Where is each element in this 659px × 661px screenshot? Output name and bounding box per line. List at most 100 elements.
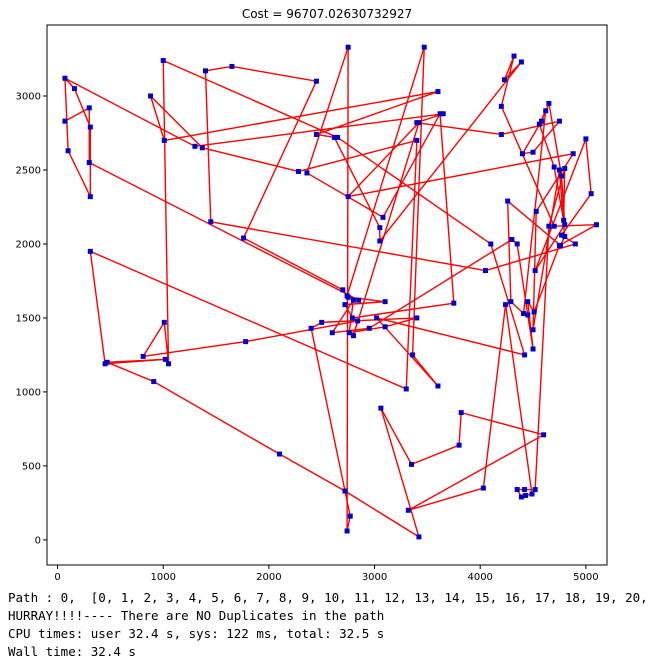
city-marker bbox=[440, 111, 446, 117]
path-output-line: Path : 0, [0, 1, 2, 3, 4, 5, 6, 7, 8, 9,… bbox=[8, 590, 648, 605]
route-segment bbox=[337, 136, 492, 245]
city-marker bbox=[536, 121, 542, 127]
city-marker bbox=[505, 198, 511, 204]
city-marker bbox=[350, 333, 356, 339]
route-segment bbox=[548, 103, 563, 177]
y-tick-label: 1000 bbox=[16, 387, 41, 398]
route-segment bbox=[352, 302, 454, 319]
city-marker bbox=[451, 300, 457, 306]
route-segment bbox=[408, 434, 544, 511]
route-segment bbox=[106, 361, 154, 383]
route-segment bbox=[376, 317, 525, 356]
x-tick-label: 3000 bbox=[362, 572, 387, 583]
city-marker bbox=[151, 379, 157, 385]
route-segment bbox=[458, 412, 462, 446]
city-marker bbox=[241, 235, 247, 241]
city-marker bbox=[148, 93, 154, 99]
city-marker bbox=[304, 170, 310, 176]
city-marker bbox=[162, 356, 168, 362]
route-segment bbox=[562, 168, 566, 221]
city-marker bbox=[416, 120, 422, 126]
city-marker bbox=[488, 241, 494, 247]
city-marker bbox=[161, 137, 167, 143]
city-marker bbox=[518, 494, 524, 500]
route-segment bbox=[384, 317, 418, 328]
city-marker bbox=[522, 487, 528, 493]
route-segment bbox=[490, 243, 526, 356]
city-marker bbox=[519, 151, 525, 157]
city-marker bbox=[538, 118, 544, 124]
city-marker bbox=[382, 324, 388, 330]
y-tick-label: 3000 bbox=[16, 92, 41, 103]
city-marker bbox=[525, 312, 531, 318]
city-marker bbox=[570, 151, 576, 157]
city-marker bbox=[523, 492, 529, 498]
city-marker bbox=[525, 299, 531, 305]
route-segment bbox=[380, 407, 413, 465]
city-marker bbox=[356, 297, 362, 303]
wall-time-line: Wall time: 32.4 s bbox=[8, 644, 136, 659]
city-marker bbox=[192, 143, 198, 149]
city-marker bbox=[86, 105, 92, 111]
city-marker bbox=[349, 315, 355, 321]
city-marker bbox=[366, 325, 372, 331]
city-marker bbox=[556, 167, 562, 173]
route-segment bbox=[243, 237, 344, 291]
route-segment bbox=[89, 251, 106, 364]
city-marker bbox=[276, 451, 282, 457]
city-marker bbox=[295, 168, 301, 174]
route-segment bbox=[310, 328, 351, 517]
x-tick-label: 2000 bbox=[256, 572, 281, 583]
route-segment bbox=[412, 354, 439, 387]
duplicates-message: HURRAY!!!!---- There are NO Duplicates i… bbox=[8, 608, 385, 623]
city-marker bbox=[345, 44, 351, 50]
city-marker bbox=[572, 241, 578, 247]
route-segment bbox=[64, 77, 196, 147]
city-marker bbox=[87, 124, 93, 130]
route-segment bbox=[346, 46, 425, 296]
city-marker bbox=[458, 410, 464, 416]
city-marker bbox=[531, 309, 537, 315]
x-tick-label: 0 bbox=[54, 572, 60, 583]
route-segment bbox=[532, 120, 560, 153]
route-segment bbox=[107, 358, 166, 364]
route-segment bbox=[88, 161, 360, 301]
city-marker bbox=[409, 461, 415, 467]
route-segment bbox=[368, 238, 513, 329]
city-markers bbox=[62, 44, 599, 540]
y-tick-label: 2500 bbox=[16, 165, 41, 176]
city-marker bbox=[561, 217, 567, 223]
city-marker bbox=[87, 194, 93, 200]
route-segment bbox=[162, 59, 338, 139]
city-marker bbox=[558, 242, 564, 248]
route-segment bbox=[153, 380, 280, 455]
city-marker bbox=[498, 131, 504, 137]
city-marker bbox=[377, 238, 383, 244]
city-marker bbox=[530, 327, 536, 333]
route-segment bbox=[534, 224, 566, 271]
city-marker bbox=[355, 318, 361, 324]
route-segment bbox=[331, 299, 355, 334]
route-segment bbox=[164, 90, 439, 142]
city-marker bbox=[508, 299, 514, 305]
city-marker bbox=[414, 137, 420, 143]
city-marker bbox=[435, 89, 441, 95]
city-marker bbox=[403, 386, 409, 392]
city-marker bbox=[104, 359, 110, 365]
city-marker bbox=[329, 330, 335, 336]
tsp-route-chart: Cost = 96707.02630732927 0 1000 2000 3000 40… bbox=[16, 7, 608, 583]
route-segment bbox=[554, 224, 597, 227]
route-segment bbox=[205, 65, 233, 72]
city-marker bbox=[140, 353, 146, 359]
route-segment bbox=[416, 121, 502, 136]
city-marker bbox=[559, 232, 565, 238]
city-marker bbox=[532, 487, 538, 493]
city-marker bbox=[503, 302, 509, 308]
plot-frame bbox=[46, 24, 608, 566]
route-segment bbox=[408, 487, 484, 511]
route-segment bbox=[516, 243, 529, 316]
route-segment bbox=[204, 70, 212, 222]
route-segment bbox=[162, 60, 170, 364]
city-marker bbox=[208, 219, 214, 225]
route-segment bbox=[485, 243, 576, 272]
